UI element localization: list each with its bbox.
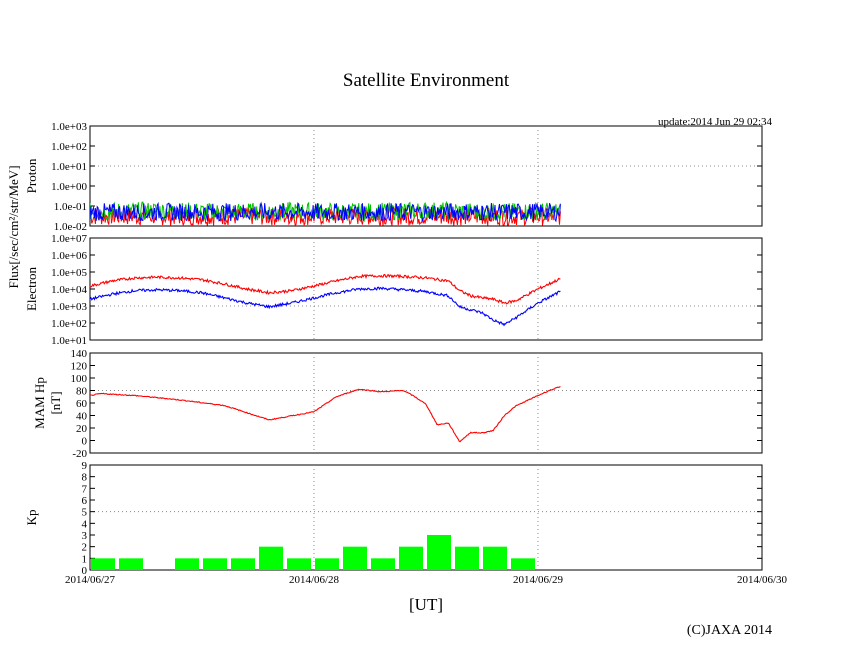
ytick-label-kp-8: 8 [82,472,88,484]
ylabel-electron: Electron [24,266,39,311]
copyright-text: (C)JAXA 2014 [687,623,772,638]
ytick-label-proton-2: 1.0e+00 [51,181,87,193]
kp-bar-6 [259,546,283,570]
ytick-label-mam-hp-4: 60 [76,398,88,410]
panel-frame-mam-hp [89,352,763,454]
ytick-label-mam-hp-1: 0 [82,436,88,448]
ytick-label-proton-0: 1.0e-02 [54,221,87,233]
x-axis-label: [UT] [409,595,443,614]
kp-bar-5 [231,558,255,570]
ytick-label-electron-2: 1.0e+03 [51,301,87,313]
ytick-label-electron-6: 1.0e+07 [51,233,87,245]
panel-frame-kp [89,464,763,571]
kp-bar-11 [399,546,423,570]
ytick-label-kp-2: 2 [82,542,88,554]
kp-bar-15 [511,558,535,570]
ytick-label-mam-hp-7: 120 [71,361,88,373]
ytick-label-mam-hp-8: 140 [71,348,88,360]
kp-bar-9 [343,546,367,570]
chart-title: Satellite Environment [343,70,510,91]
series-line-proton-blue [90,201,561,223]
ylabel-mam-hp: MAM Hp [32,377,47,429]
ytick-label-electron-0: 1.0e+01 [51,335,87,347]
kp-bar-13 [455,546,479,570]
ytick-label-mam-hp-0: -20 [72,448,87,460]
ytick-label-kp-5: 5 [82,507,88,519]
ytick-label-electron-5: 1.0e+06 [51,250,87,262]
kp-bar-14 [483,546,507,570]
xtick-label-1: 2014/06/28 [289,574,340,586]
ytick-label-kp-1: 1 [82,553,88,565]
ytick-label-kp-9: 9 [82,460,88,472]
kp-bar-0 [91,558,115,570]
ytick-label-proton-3: 1.0e+01 [51,161,87,173]
series-line-electron-red [90,273,561,305]
ytick-label-proton-5: 1.0e+03 [51,121,87,133]
series-line-hp [90,385,561,443]
ytick-label-electron-1: 1.0e+02 [51,318,87,330]
ytick-label-kp-0: 0 [82,565,88,577]
kp-bar-7 [287,558,311,570]
panel-frame-proton [89,125,763,227]
kp-bar-8 [315,558,339,570]
kp-bar-10 [371,558,395,570]
kp-bar-1 [119,558,143,570]
update-text: update:2014 Jun 29 02:34 [658,116,772,128]
ytick-label-proton-4: 1.0e+02 [51,141,87,153]
ytick-label-kp-7: 7 [82,483,88,495]
ylabel2-mam-hp: [nT] [48,391,63,414]
ytick-label-kp-4: 4 [82,518,88,530]
xtick-label-0: 2014/06/27 [65,574,116,586]
ytick-label-electron-3: 1.0e+04 [51,284,87,296]
ytick-label-kp-3: 3 [82,530,88,542]
ytick-label-electron-4: 1.0e+05 [51,267,87,279]
ytick-label-proton-1: 1.0e-01 [54,201,87,213]
series-line-electron-blue [90,286,561,327]
flux-unit-label: Flux[/sec/cm²/str/MeV] [6,165,21,288]
kp-bar-3 [175,558,199,570]
ylabel-proton: Proton [24,158,39,193]
ytick-label-kp-6: 6 [82,495,88,507]
xtick-label-2: 2014/06/29 [513,574,564,586]
xtick-label-3: 2014/06/30 [737,574,788,586]
ytick-label-mam-hp-5: 80 [76,386,88,398]
kp-bar-4 [203,558,227,570]
ytick-label-mam-hp-6: 100 [71,373,88,385]
ylabel-kp: Kp [24,510,39,526]
kp-bar-12 [427,535,451,570]
ytick-label-mam-hp-2: 20 [76,423,88,435]
ytick-label-mam-hp-3: 40 [76,411,88,423]
panel-frame-electron [89,237,763,341]
panels-group: 1.0e-02 1.0e-01 1.0e+00 1.0e+01 1.0e+02 1.0e+… [24,121,788,586]
